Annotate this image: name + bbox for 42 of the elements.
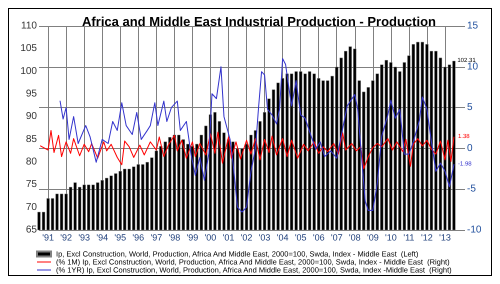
y-tick-label: 110 — [21, 20, 38, 32]
x-tick-label: '97 — [150, 232, 162, 242]
line-series — [60, 58, 454, 213]
x-tick-label: '04 — [276, 232, 288, 242]
x-tick-label: '93 — [78, 232, 90, 242]
x-tick-label: '09 — [366, 232, 379, 242]
x-tick-label: '92 — [60, 232, 72, 242]
y-tick-label: 70 — [26, 202, 38, 213]
x-tick-label: '98 — [168, 232, 180, 242]
y2-tick-label: -10 — [467, 224, 482, 236]
y-tick-label: 90 — [26, 111, 38, 122]
x-tick-label: '13 — [439, 232, 451, 242]
x-tick-label: '03 — [258, 232, 270, 242]
x-tick-label: '06 — [312, 232, 325, 242]
x-tick-label: '12 — [421, 232, 433, 242]
x-tick-label: '10 — [385, 232, 397, 242]
x-tick-label: '99 — [186, 232, 198, 242]
x-tick-label: '01 — [222, 232, 234, 242]
x-tick-label: '02 — [240, 232, 252, 242]
y-tick-label: 105 — [20, 43, 38, 54]
y2-tick-label: 5 — [467, 102, 473, 114]
y-tick-label: 85 — [26, 134, 38, 145]
chart-title: Africa and Middle East Industrial Production - Production — [82, 14, 436, 29]
x-tick-label: '11 — [403, 232, 414, 242]
y-tick-label: 100 — [20, 66, 38, 77]
x-tick-label: '94 — [96, 232, 108, 242]
x-tick-label: '07 — [330, 232, 343, 242]
x-tick-label: '08 — [348, 232, 361, 242]
x-tick-label: '91 — [42, 232, 54, 242]
x-tick-label: '05 — [294, 232, 307, 242]
x-tick-label: '95 — [114, 232, 126, 242]
y-tick-label: 75 — [26, 179, 38, 190]
x-tick-label: '00 — [204, 232, 216, 242]
y-tick-label: 65 — [26, 224, 38, 236]
y2-tick-label: -5 — [467, 184, 476, 195]
y2-tick-label: 15 — [467, 20, 479, 32]
y-tick-label: 80 — [26, 156, 38, 168]
line-series — [40, 130, 454, 170]
y-tick-label: 95 — [26, 88, 38, 100]
x-tick-label: '96 — [132, 232, 144, 242]
y2-tick-label: 10 — [467, 61, 479, 72]
y2-tick-label: 0 — [467, 142, 473, 154]
